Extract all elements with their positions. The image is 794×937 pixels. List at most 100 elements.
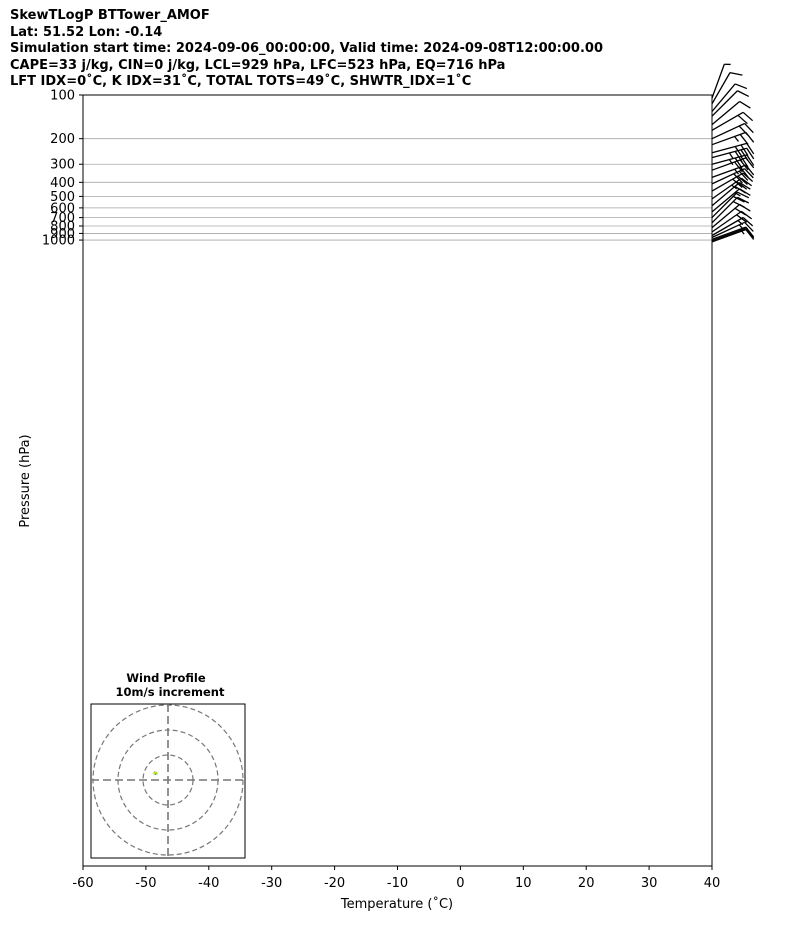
x-axis-label: Temperature (˚C) xyxy=(340,896,453,912)
y-tick-label: 1000 xyxy=(42,234,75,249)
barb-flag xyxy=(737,114,748,125)
barb-staff xyxy=(711,90,738,117)
y-tick-label: 900 xyxy=(50,227,75,242)
barb-half xyxy=(737,220,744,226)
barb-flag xyxy=(734,146,743,158)
barb-flag xyxy=(746,147,755,160)
x-tick-label: -50 xyxy=(135,876,156,891)
barb-half xyxy=(724,63,731,66)
barb-half xyxy=(734,192,741,197)
barb-staff xyxy=(711,191,738,219)
barb-half xyxy=(728,152,734,159)
barb-flag xyxy=(737,196,750,204)
y-tick-label: 500 xyxy=(50,190,75,205)
x-tick-label: -20 xyxy=(324,876,345,891)
x-tick-label: 10 xyxy=(515,876,532,891)
barb-staff xyxy=(711,227,747,242)
barb-flag xyxy=(746,143,755,155)
wind-barb xyxy=(711,83,748,112)
barb-flag xyxy=(740,149,749,161)
barb-flag xyxy=(734,157,743,169)
barb-staff xyxy=(711,168,745,185)
barb-staff xyxy=(711,228,747,243)
barb-flag xyxy=(737,191,750,199)
barb-flag xyxy=(738,170,749,181)
barb-flag xyxy=(741,177,753,187)
wind-barb xyxy=(711,172,754,192)
barb-flag xyxy=(738,125,749,136)
time-line: Simulation start time: 2024-09-06_00:00:… xyxy=(10,41,603,56)
barb-flag xyxy=(739,166,749,178)
x-tick-label: 20 xyxy=(578,876,595,891)
barb-flag xyxy=(734,151,743,163)
barb-flag xyxy=(732,201,745,208)
location-line: Lat: 51.52 Lon: -0.14 xyxy=(10,24,163,40)
y-tick-label: 400 xyxy=(50,176,75,191)
hodograph-subtitle: 10m/s increment xyxy=(116,685,225,699)
y-axis-label: Pressure (hPa) xyxy=(18,434,33,527)
barb-flag xyxy=(744,168,754,179)
wind-barb xyxy=(711,100,751,126)
barb-flag xyxy=(736,214,748,223)
barb-flag xyxy=(739,134,749,145)
y-tick-label: 700 xyxy=(50,211,75,226)
barb-staff xyxy=(711,72,731,105)
barb-staff xyxy=(711,203,740,229)
wind-barb xyxy=(711,111,754,131)
barb-flag xyxy=(734,185,747,194)
wind-barb xyxy=(711,226,755,241)
barb-flag xyxy=(745,227,755,239)
barb-flag xyxy=(742,111,754,122)
barb-staff xyxy=(711,83,736,112)
barb-half xyxy=(734,136,739,142)
barb-flag xyxy=(745,229,755,240)
barb-flag xyxy=(737,90,750,97)
y-tick-label: 100 xyxy=(50,89,75,104)
barb-flag xyxy=(745,131,755,143)
barb-flag xyxy=(742,172,754,182)
barb-flag xyxy=(733,173,743,184)
barb-flag xyxy=(734,161,743,173)
barb-flag xyxy=(736,181,748,190)
wind-barb xyxy=(711,122,754,140)
x-tick-label: -30 xyxy=(261,876,282,891)
barb-half xyxy=(728,159,734,166)
barb-flag xyxy=(732,178,743,188)
pressure-gridlines xyxy=(83,95,712,241)
x-tick-label: -40 xyxy=(198,876,219,891)
wind-barb xyxy=(711,227,755,242)
barb-half xyxy=(739,228,745,235)
x-tick-label: 40 xyxy=(704,876,721,891)
wind-barb xyxy=(711,147,755,163)
hodograph-inset: Wind Profile 10m/s increment xyxy=(90,671,246,859)
wind-barb xyxy=(711,228,755,243)
y-tick-label: 300 xyxy=(50,158,75,173)
wind-barb xyxy=(711,154,755,169)
barb-half xyxy=(734,168,739,175)
barb-flag xyxy=(739,100,751,109)
wind-barbs xyxy=(711,63,755,243)
wind-barb xyxy=(711,221,754,239)
y-tick-label: 200 xyxy=(50,132,75,147)
wind-barb xyxy=(711,71,743,105)
barb-staff xyxy=(711,221,745,239)
barb-staff xyxy=(711,196,738,224)
barb-staff xyxy=(711,100,740,126)
wind-barb xyxy=(711,216,754,237)
barb-flag xyxy=(746,154,755,166)
barb-flag xyxy=(744,123,754,134)
chart-title: SkewTLogP BTTower_AMOF xyxy=(10,8,210,23)
barb-staff xyxy=(711,122,745,140)
indices-line-2: LFT IDX=0˚C, K IDX=31˚C, TOTAL TOTS=49˚C… xyxy=(10,74,472,89)
barb-flag xyxy=(740,144,749,156)
wind-barb xyxy=(711,142,755,158)
indices-line-1: CAPE=33 j/kg, CIN=0 j/kg, LCL=929 hPa, L… xyxy=(10,57,506,73)
barb-flag xyxy=(739,182,751,190)
wind-barb xyxy=(711,90,750,117)
wind-barb xyxy=(711,182,751,207)
barb-flag xyxy=(745,226,755,238)
wind-barb xyxy=(711,168,754,185)
barb-staff xyxy=(711,64,725,99)
barb-flag xyxy=(744,221,754,232)
